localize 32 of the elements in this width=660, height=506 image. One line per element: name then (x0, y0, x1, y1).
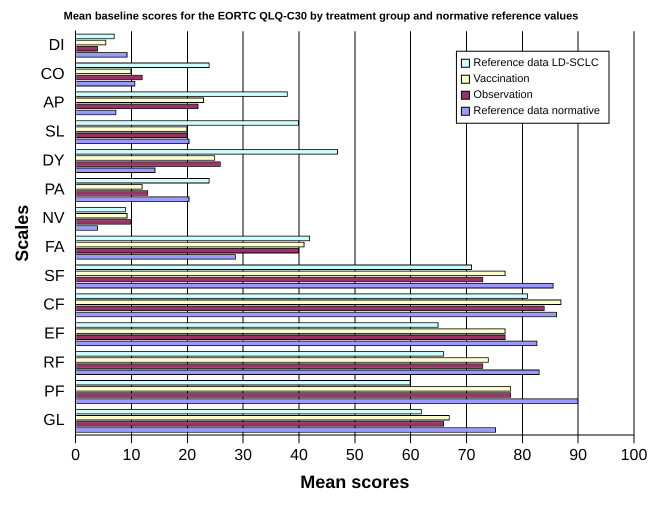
chart-title: Mean baseline scores for the EORTC QLQ-C30 by treatment group and normative reference values (64, 10, 578, 23)
x-tick-label: 0 (71, 447, 80, 464)
y-tick-label: CO (40, 66, 65, 83)
y-tick-label: SF (44, 268, 65, 285)
x-tick-label: 20 (178, 447, 196, 464)
y-tick-label: EF (44, 326, 65, 343)
legend-label: Observation (473, 89, 533, 102)
y-tick-label: NV (42, 210, 65, 228)
y-axis-title: Scales (12, 204, 32, 262)
x-tick-label: 80 (513, 447, 532, 464)
legend-label: Vaccination (473, 73, 530, 86)
x-axis-title: Mean scores (300, 472, 410, 492)
y-tick-label: PA (44, 181, 65, 198)
legend-label: Reference data LD-SCLC (473, 57, 599, 70)
legend-label: Reference data normative (473, 105, 600, 118)
y-tick-label: GL (43, 412, 65, 430)
y-tick-label: DY (42, 152, 65, 170)
x-tick-label: 90 (569, 447, 588, 464)
y-tick-label: DI (48, 37, 65, 54)
y-tick-label: CF (43, 296, 65, 314)
y-tick-label: RF (43, 354, 65, 372)
x-tick-label: 60 (402, 447, 420, 464)
y-tick-label: FA (45, 239, 65, 256)
x-tick-label: 10 (122, 447, 140, 464)
x-tick-label: 50 (346, 447, 364, 464)
y-tick-label: AP (43, 94, 65, 112)
y-tick-label: SL (45, 124, 65, 141)
x-tick-label: 100 (620, 447, 648, 464)
x-tick-label: 40 (290, 447, 308, 464)
y-tick-label: PF (44, 383, 65, 400)
x-tick-label: 70 (458, 447, 476, 464)
x-tick-label: 30 (234, 447, 252, 464)
